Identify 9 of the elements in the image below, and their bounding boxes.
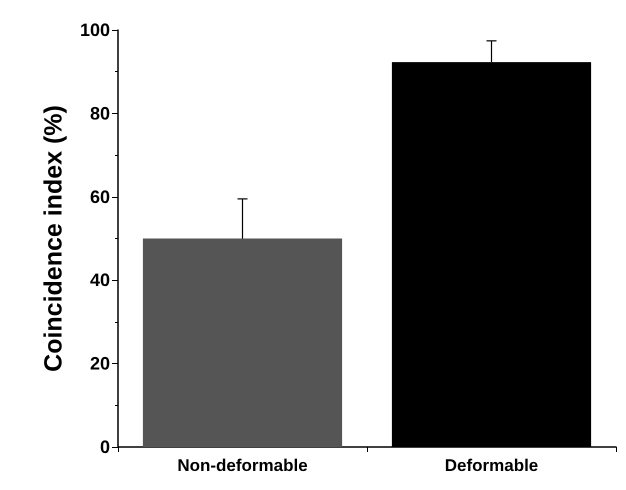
y-tick-label: 40 [90, 270, 110, 290]
x-tick-label: Non-deformable [177, 456, 308, 475]
y-tick-label: 100 [80, 20, 110, 40]
y-tick-label: 20 [90, 354, 110, 374]
y-axis-title: Coincidence index (%) [40, 105, 68, 372]
y-tick-label: 60 [90, 186, 110, 207]
y-tick-label: 80 [90, 103, 110, 124]
x-tick-label: Deformable [444, 456, 538, 475]
y-tick-label: 0 [100, 437, 110, 457]
